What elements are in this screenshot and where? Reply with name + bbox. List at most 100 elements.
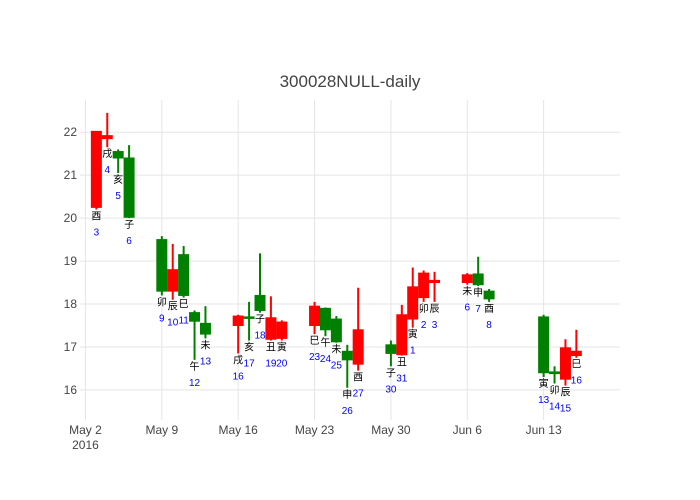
candle-day-label: 30 <box>385 384 397 395</box>
x-tick-label: May 30 <box>371 423 411 437</box>
candle-branch-label: 辰 <box>560 387 570 399</box>
candle-body <box>341 350 353 361</box>
y-tick-label: 21 <box>64 168 78 182</box>
candle-body <box>167 269 179 292</box>
y-tick-label: 16 <box>64 383 78 397</box>
candle-branch-label: 巳 <box>179 299 189 311</box>
candle-body <box>243 316 255 319</box>
candle-body <box>199 322 211 335</box>
candle-branch-label: 亥 <box>113 173 123 186</box>
candle-day-label: 3 <box>432 320 438 331</box>
candle-branch-label: 辰 <box>430 303 440 315</box>
candle-day-label: 13 <box>200 356 212 367</box>
candle-branch-label: 午 <box>190 360 200 373</box>
candle-body <box>385 344 397 354</box>
candle-day-label: 31 <box>396 374 408 385</box>
candle-day-label: 2 <box>421 320 427 331</box>
candle-day-label: 14 <box>549 401 561 412</box>
candle-branch-label: 子 <box>255 314 265 326</box>
candles <box>90 112 582 388</box>
candle-body <box>189 312 201 322</box>
candle-body <box>276 321 288 339</box>
candle-day-label: 19 <box>265 359 277 370</box>
candle-body <box>123 157 135 218</box>
candle-branch-label: 子 <box>386 367 396 379</box>
x-tick-label: Jun 6 <box>453 423 483 437</box>
chart-title: 300028NULL-daily <box>280 72 421 91</box>
candle-body <box>407 286 419 320</box>
y-tick-label: 19 <box>64 254 78 268</box>
candle-branch-label: 巳 <box>310 335 320 347</box>
candle-day-label: 25 <box>331 361 343 372</box>
candle-body <box>352 329 364 365</box>
candle-branch-label: 卯 <box>419 303 429 315</box>
x-tick-label: May 2 <box>69 423 102 437</box>
candle-branch-label: 酉 <box>91 212 101 223</box>
candle-day-label: 18 <box>254 331 266 342</box>
x-tick-label: May 23 <box>295 423 335 437</box>
candle-day-label: 15 <box>560 404 572 415</box>
candle-day-label: 27 <box>353 389 365 400</box>
candle-branch-label: 申 <box>473 286 483 299</box>
candle-body <box>538 316 550 374</box>
candle-day-label: 23 <box>309 352 321 363</box>
candle-body <box>461 274 473 284</box>
candle-day-label: 16 <box>571 376 583 387</box>
y-tick-label: 22 <box>64 125 78 139</box>
candle-day-label: 4 <box>104 165 110 176</box>
candle-branch-label: 辰 <box>168 301 178 313</box>
candle-day-label: 26 <box>342 406 354 417</box>
candle-body <box>418 272 430 299</box>
candle-branch-label: 未 <box>331 344 341 356</box>
candle-branch-label: 卯 <box>550 384 560 396</box>
x-tick-label: May 16 <box>219 423 259 437</box>
candle-day-label: 12 <box>189 378 201 389</box>
candle-body <box>429 279 441 284</box>
candle-branch-label: 戌 <box>233 353 243 366</box>
candle-day-label: 1 <box>410 346 416 357</box>
candle-body <box>330 318 342 343</box>
y-axis-ticks: 16 17 18 19 20 21 22 <box>64 125 78 397</box>
candle-body <box>570 350 582 357</box>
candle-branch-label: 未 <box>200 339 210 351</box>
candle-body <box>265 317 277 340</box>
candle-branch-label: 丑 <box>266 343 276 354</box>
candle-body <box>178 254 190 296</box>
candle-body <box>483 290 495 300</box>
candle-day-label: 16 <box>233 371 245 382</box>
x-tick-year-label: 2016 <box>72 438 99 452</box>
candle-branch-label: 酉 <box>353 373 363 384</box>
candle-day-label: 24 <box>320 354 332 365</box>
candle-day-label: 3 <box>94 228 100 239</box>
candle-body <box>112 151 124 159</box>
candle-body <box>254 294 266 311</box>
candle-branch-label: 未 <box>462 286 472 298</box>
candle-day-label: 20 <box>276 359 288 370</box>
candle-branch-label: 亥 <box>244 341 254 354</box>
candle-day-label: 10 <box>167 318 179 329</box>
candle-branch-label: 巳 <box>571 359 581 371</box>
x-tick-label: May 9 <box>145 423 178 437</box>
candle-day-label: 6 <box>464 303 470 314</box>
candle-body <box>559 347 571 380</box>
y-tick-label: 18 <box>64 297 78 311</box>
candle-day-label: 17 <box>244 359 256 370</box>
candle-body <box>396 314 408 356</box>
candle-day-label: 6 <box>126 236 132 247</box>
candle-day-label: 5 <box>115 191 121 202</box>
x-tick-label: Jun 13 <box>526 423 562 437</box>
candle-day-label: 8 <box>486 320 492 331</box>
y-tick-label: 17 <box>64 340 78 354</box>
candle-body <box>549 371 561 375</box>
candle-branch-label: 丑 <box>397 358 407 369</box>
candle-branch-label: 申 <box>342 388 352 401</box>
candle-body <box>232 315 244 327</box>
candle-body <box>156 239 168 292</box>
candle-branch-label: 戌 <box>102 147 112 160</box>
candle-day-label: 7 <box>475 304 481 315</box>
candle-branch-label: 午 <box>320 336 330 349</box>
candle-branch-label: 寅 <box>408 328 418 341</box>
candle-body <box>309 305 321 327</box>
candle-body <box>472 273 484 286</box>
